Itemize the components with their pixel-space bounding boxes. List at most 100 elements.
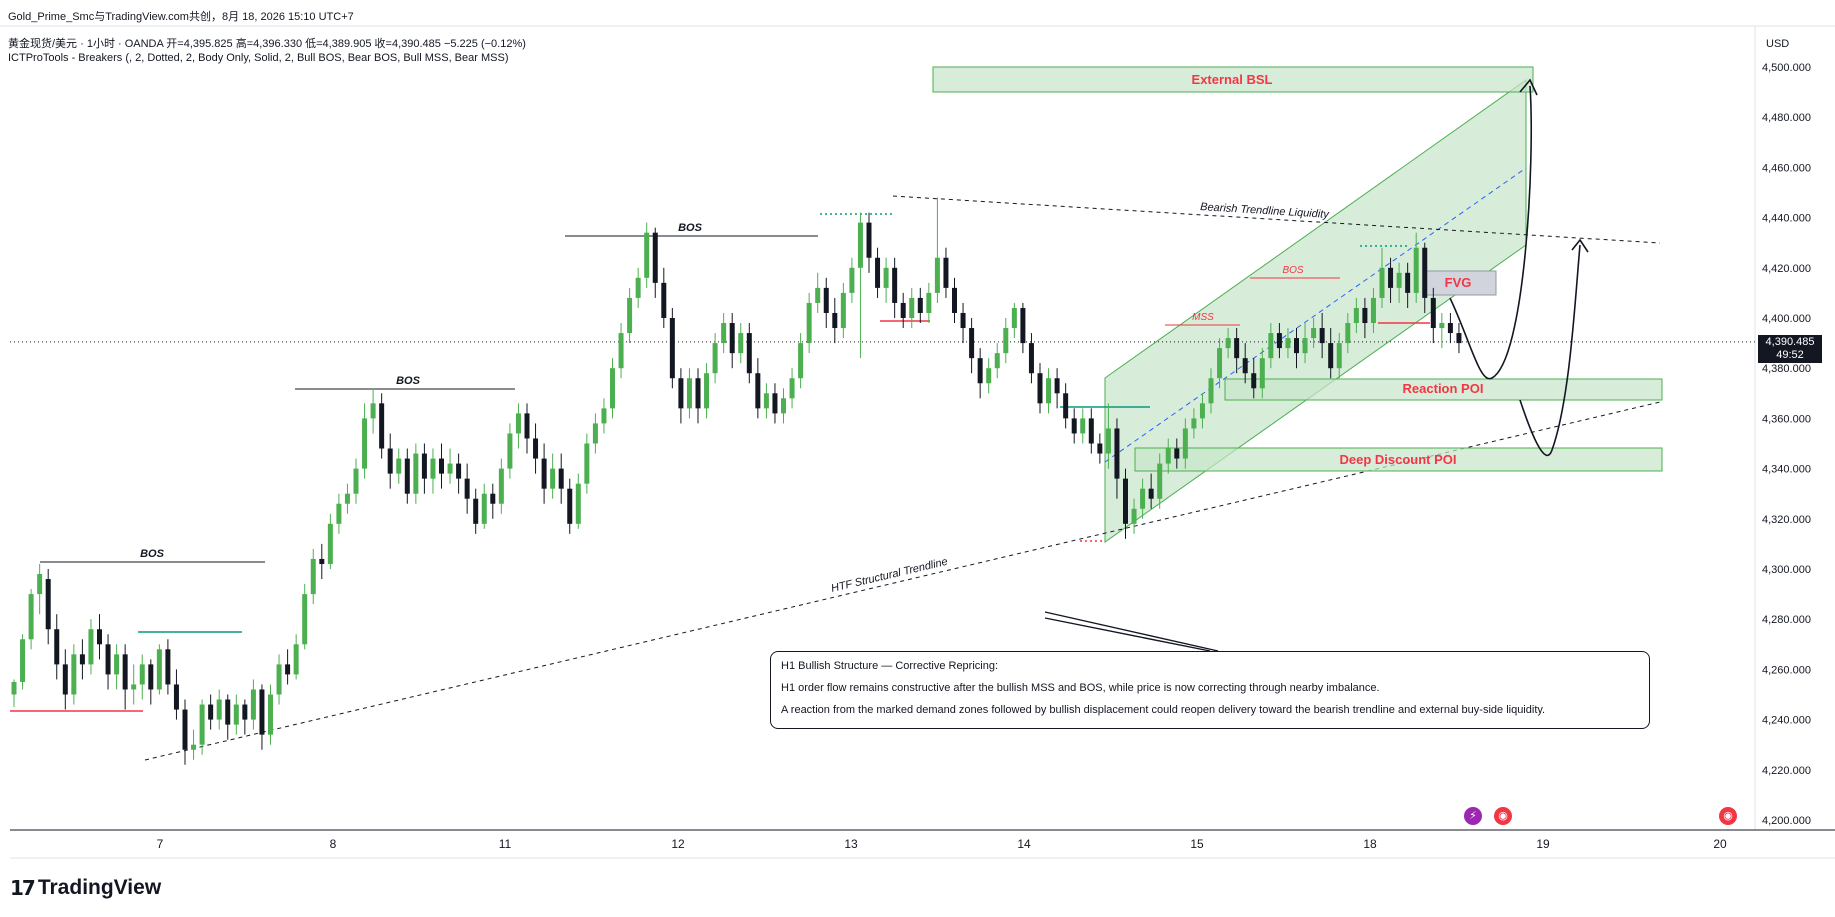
candle-body: [815, 287, 821, 303]
candle-body: [678, 378, 684, 409]
candlestick-series: [11, 197, 1462, 765]
candle-body: [610, 368, 615, 409]
indicator-legend[interactable]: ICTProTools - Breakers (, 2, Dotted, 2, …: [8, 52, 509, 64]
external-bsl-zone: [932, 66, 1534, 93]
candle-body: [823, 287, 829, 313]
candle-body: [473, 498, 479, 524]
candle-body: [1140, 488, 1146, 509]
candle-body: [1396, 272, 1402, 288]
mss-label: MSS: [1192, 312, 1214, 323]
candle-body: [45, 579, 51, 630]
chart-title: Gold_Prime_Smc与TradingView.com共创，8月 18, …: [8, 11, 354, 23]
candle-body: [191, 744, 197, 750]
candle-body: [1336, 343, 1342, 369]
candle-body: [627, 297, 633, 334]
candle-body: [1097, 443, 1103, 454]
candle-body: [515, 413, 521, 434]
brand-name: TradingView: [37, 876, 162, 899]
candle-body: [1080, 418, 1086, 434]
candle-body: [1123, 478, 1128, 524]
bar-countdown: 49:52: [1776, 349, 1804, 361]
lightning-event-icon[interactable]: ⚡: [1464, 807, 1482, 825]
annotation-layer: HTF Structural Trendline Bearish Trendlin…: [10, 66, 1755, 761]
channel-midline: [1104, 167, 1527, 463]
candle-body: [1276, 333, 1282, 349]
candle-body: [336, 503, 342, 524]
candle-body: [721, 323, 727, 344]
note-line-2: A reaction from the marked demand zones …: [781, 704, 1546, 716]
candle-body: [327, 523, 333, 564]
y-tick-label: 4,360.000: [1762, 413, 1811, 425]
candle-body: [199, 704, 205, 745]
candle-body: [738, 333, 744, 354]
bos-label: BOS: [140, 548, 165, 560]
candle-body: [353, 468, 359, 494]
candle-body: [1037, 373, 1043, 404]
candle-body: [1251, 373, 1257, 389]
x-tick-label: 20: [1713, 837, 1727, 851]
candle-body: [310, 558, 316, 595]
projection-arrowhead-2: [1571, 238, 1589, 253]
candle-body: [182, 709, 188, 750]
x-tick-label: 15: [1190, 837, 1204, 851]
candle-body: [498, 468, 504, 504]
candle-body: [601, 408, 607, 424]
y-tick-label: 4,500.000: [1762, 62, 1811, 74]
candle-body: [1456, 333, 1462, 344]
tradingview-mark-icon: 𝟭𝟳: [10, 876, 36, 900]
candle-body: [362, 418, 368, 469]
x-axis-ticks: 7 8 11 12 13 14 15 18 19 20: [157, 837, 1727, 851]
candle-body: [558, 468, 564, 489]
candle-body: [1268, 333, 1274, 359]
candle-body: [114, 654, 120, 675]
bos-label: BOS: [678, 222, 703, 234]
candle-body: [1370, 297, 1376, 324]
fvg-zone: [1422, 270, 1497, 296]
candle-body: [242, 704, 248, 720]
y-tick-label: 4,340.000: [1762, 464, 1811, 476]
candle-body: [1259, 358, 1265, 389]
candle-body: [1362, 307, 1368, 324]
candle-body: [88, 629, 94, 665]
y-tick-label: 4,280.000: [1762, 614, 1811, 626]
candle-body: [1353, 307, 1359, 324]
candle-body: [276, 664, 282, 695]
candle-body: [960, 312, 966, 329]
candle-body: [1131, 508, 1137, 524]
y-tick-label: 4,440.000: [1762, 213, 1811, 225]
candle-body: [1413, 247, 1419, 293]
candle-body: [387, 448, 393, 474]
candle-body: [669, 318, 675, 379]
y-tick-label: 4,380.000: [1762, 363, 1811, 375]
tradingview-logo[interactable]: 𝟭𝟳 TradingView: [10, 876, 161, 900]
candle-body: [934, 257, 940, 293]
candle-body: [926, 292, 932, 313]
candle-body: [1379, 267, 1385, 298]
analysis-note: H1 Bullish Structure — Corrective Repric…: [770, 651, 1650, 729]
candle-body: [592, 423, 598, 444]
candle-body: [533, 438, 539, 459]
us-flag-event-icon-2[interactable]: ◉: [1719, 807, 1737, 825]
external-bsl-label: External BSL: [1192, 72, 1273, 87]
x-tick-label: 14: [1017, 837, 1031, 851]
reaction-poi-label: Reaction POI: [1403, 381, 1484, 396]
candle-body: [490, 493, 496, 504]
candle-body: [456, 463, 462, 479]
candle-body: [969, 328, 975, 359]
note-title: H1 Bullish Structure — Corrective Repric…: [781, 660, 999, 672]
candle-body: [507, 433, 513, 469]
candle-body: [1191, 418, 1197, 429]
us-flag-event-icon[interactable]: ◉: [1494, 807, 1512, 825]
y-tick-label: 4,320.000: [1762, 514, 1811, 526]
htf-trendline-label: HTF Structural Trendline: [830, 556, 949, 595]
candle-body: [584, 443, 590, 484]
candle-body: [1046, 378, 1052, 404]
candle-body: [285, 664, 291, 675]
candle-body: [233, 704, 239, 725]
candle-body: [319, 558, 325, 564]
candle-body: [746, 333, 752, 374]
candle-body: [71, 654, 77, 695]
candle-body: [986, 368, 992, 384]
candle-body: [464, 478, 470, 499]
